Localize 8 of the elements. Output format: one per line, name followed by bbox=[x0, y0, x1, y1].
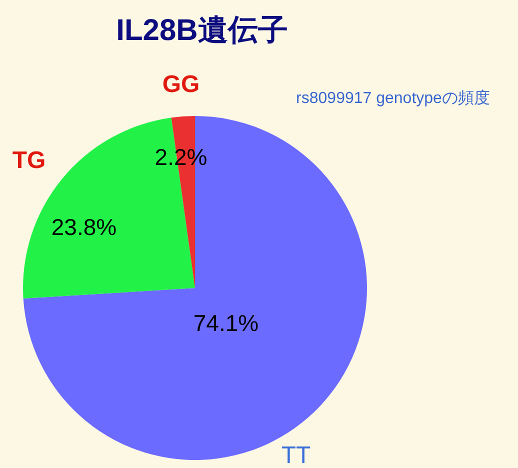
data-label: 23.8% bbox=[51, 214, 117, 240]
subtitle: rs8099917 genotypeの頻度 bbox=[296, 90, 490, 107]
title: IL28B遺伝子 bbox=[116, 14, 288, 47]
data-label: 74.1% bbox=[193, 310, 259, 336]
category-label: GG bbox=[162, 71, 200, 98]
category-label: TT bbox=[281, 442, 311, 468]
category-label: TG bbox=[12, 147, 46, 174]
data-label: 2.2% bbox=[154, 144, 208, 170]
